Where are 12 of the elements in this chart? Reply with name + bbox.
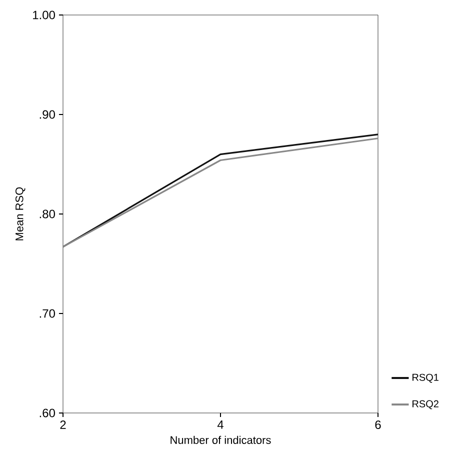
x-tick-label: 4 xyxy=(217,420,224,429)
y-tick-label: 1.00 xyxy=(33,10,56,20)
x-axis-title: Number of indicators xyxy=(170,436,271,444)
x-tick-label: 2 xyxy=(60,420,66,429)
y-tick-label: .80 xyxy=(40,210,56,218)
legend-label: RSQ1 xyxy=(412,374,438,383)
y-tick-label: .90 xyxy=(40,110,56,119)
y-axis-title: Mean RSQ xyxy=(16,187,26,240)
legend-label: RSQ2 xyxy=(412,400,438,410)
y-tick-label: .70 xyxy=(40,309,56,318)
y-tick-label: .60 xyxy=(40,408,56,418)
x-tick-label: 6 xyxy=(375,420,381,430)
